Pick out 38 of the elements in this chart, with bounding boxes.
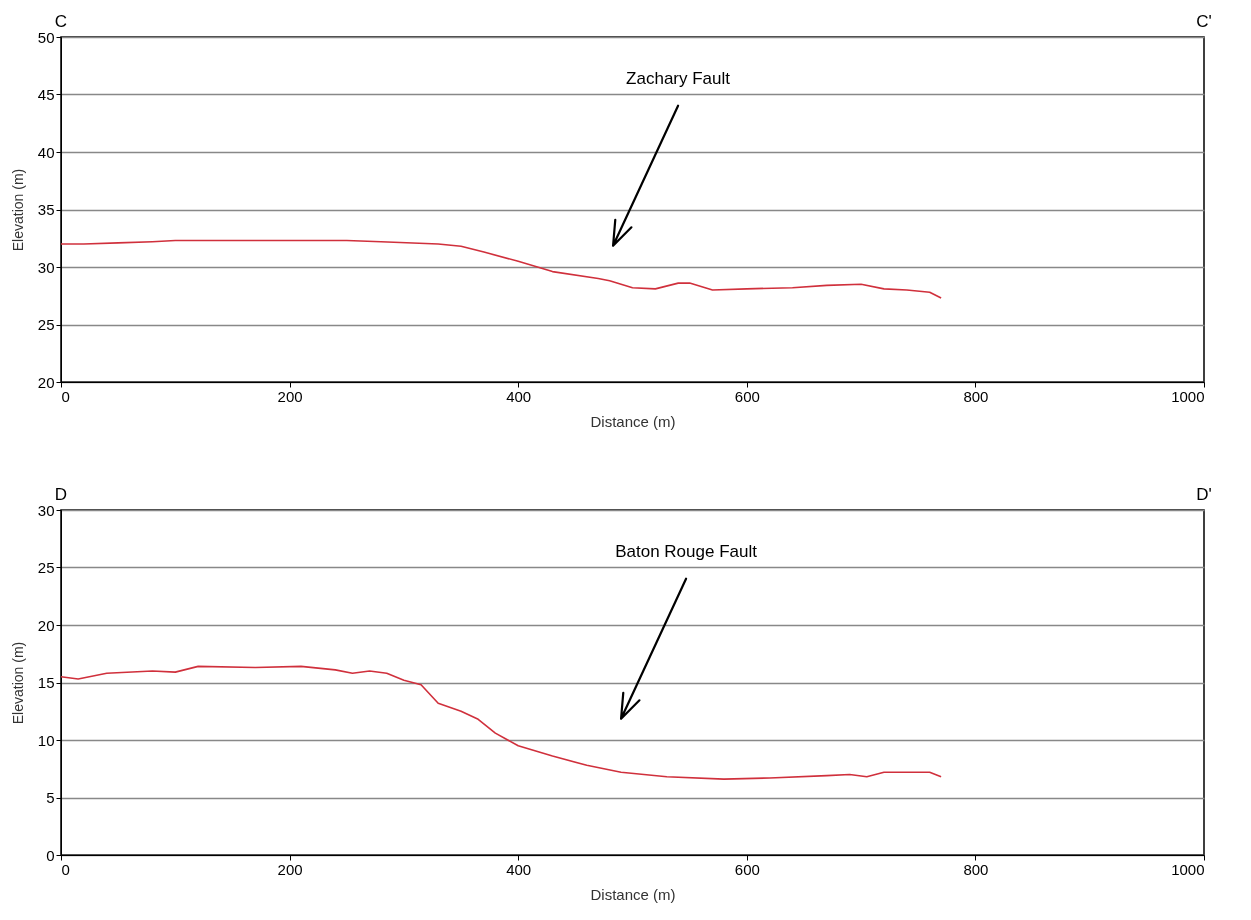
annotation: Baton Rouge Fault: [615, 541, 758, 561]
annotation: Zachary Fault: [626, 68, 731, 88]
x-tick-label: 0: [61, 860, 70, 878]
y-tick-label: 25: [37, 316, 55, 333]
y-tick-label: 10: [37, 731, 55, 749]
x-tick-label: 600: [734, 860, 760, 878]
y-axis-title: Elevation (m): [9, 641, 26, 725]
x-tick-label: 400: [506, 387, 532, 405]
y-tick-label: 30: [37, 258, 55, 276]
x-tick-label: 200: [277, 387, 303, 405]
line-series: [61, 239, 942, 299]
x-tick-label: 600: [734, 387, 760, 405]
x-tick-label: 800: [963, 387, 989, 405]
y-tick-label: 20: [37, 616, 55, 634]
x-axis-title: Distance (m): [590, 412, 676, 430]
text: C: [54, 12, 68, 31]
y-tick-label: 25: [37, 559, 55, 576]
x-tick-label: 1000: [1171, 860, 1205, 878]
x-tick-label: 1000: [1171, 387, 1205, 405]
text: D': [1196, 485, 1212, 504]
y-tick-label: 50: [37, 28, 55, 46]
text: C': [1196, 12, 1212, 31]
y-tick-label: 45: [37, 86, 55, 103]
x-tick-label: 800: [963, 860, 989, 878]
x-tick-label: 0: [61, 387, 70, 405]
text: D: [54, 485, 68, 504]
y-tick-label: 35: [37, 201, 55, 218]
y-tick-label: 40: [37, 143, 55, 161]
line-series: [61, 665, 942, 780]
y-tick-label: 5: [46, 789, 55, 806]
y-axis-title: Elevation (m): [9, 168, 26, 252]
x-tick-label: 400: [506, 860, 532, 878]
y-tick-label: 20: [37, 373, 55, 391]
y-tick-label: 30: [37, 501, 55, 519]
y-tick-label: 15: [37, 674, 55, 691]
x-tick-label: 200: [277, 860, 303, 878]
x-axis-title: Distance (m): [590, 885, 676, 903]
y-tick-label: 0: [46, 846, 55, 864]
